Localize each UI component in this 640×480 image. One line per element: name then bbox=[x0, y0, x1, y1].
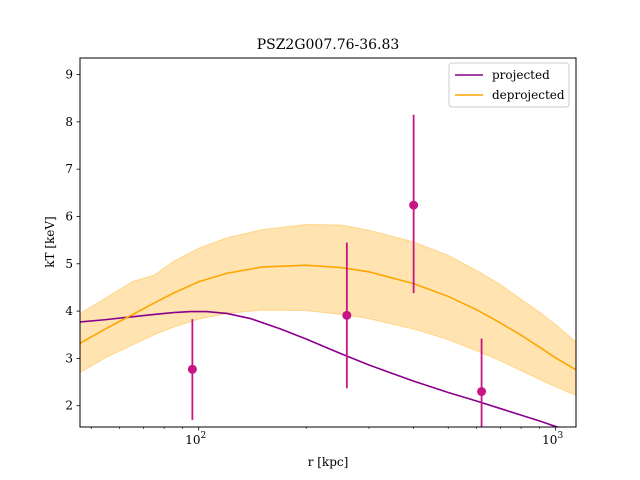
series-line-projected bbox=[80, 310, 561, 427]
data-point-4 bbox=[477, 338, 487, 427]
y-tick-label: 6 bbox=[65, 209, 73, 223]
legend-label-deprojected: deprojected bbox=[492, 88, 565, 102]
series-line-deprojected bbox=[80, 264, 576, 371]
data-point-layer bbox=[187, 114, 487, 427]
plot-area-frame bbox=[79, 57, 577, 428]
y-tick-label: 8 bbox=[65, 115, 73, 129]
data-point-3 bbox=[409, 114, 419, 294]
data-point-2 bbox=[342, 242, 352, 389]
x-tick-label: 103 bbox=[542, 431, 563, 447]
data-marker bbox=[342, 310, 352, 320]
y-tick-label: 3 bbox=[65, 351, 73, 365]
chart-title: PSZ2G007.76-36.83 bbox=[257, 37, 400, 53]
y-axis-ticks: 2 3 4 5 6 7 8 9 bbox=[65, 68, 80, 413]
x-axis-label: r [kpc] bbox=[308, 455, 349, 469]
y-tick-label: 9 bbox=[65, 68, 73, 82]
data-marker bbox=[187, 364, 197, 374]
y-tick-label: 7 bbox=[65, 162, 73, 176]
data-point-1 bbox=[187, 319, 197, 420]
x-axis-ticks: 102 103 bbox=[90, 427, 563, 447]
legend-box bbox=[448, 62, 570, 108]
confidence-band-layer bbox=[80, 224, 576, 396]
y-tick-label: 2 bbox=[65, 399, 73, 413]
series-band-deprojected bbox=[80, 224, 576, 396]
legend: projected deprojected bbox=[448, 62, 570, 108]
x-tick-label: 102 bbox=[185, 431, 206, 447]
y-tick-label: 5 bbox=[65, 257, 73, 271]
y-axis-label: kT [keV] bbox=[43, 216, 57, 268]
data-marker bbox=[409, 200, 419, 210]
y-tick-label: 4 bbox=[65, 304, 73, 318]
series-line-layer bbox=[80, 264, 576, 427]
data-marker bbox=[477, 387, 487, 397]
legend-label-projected: projected bbox=[492, 68, 550, 82]
